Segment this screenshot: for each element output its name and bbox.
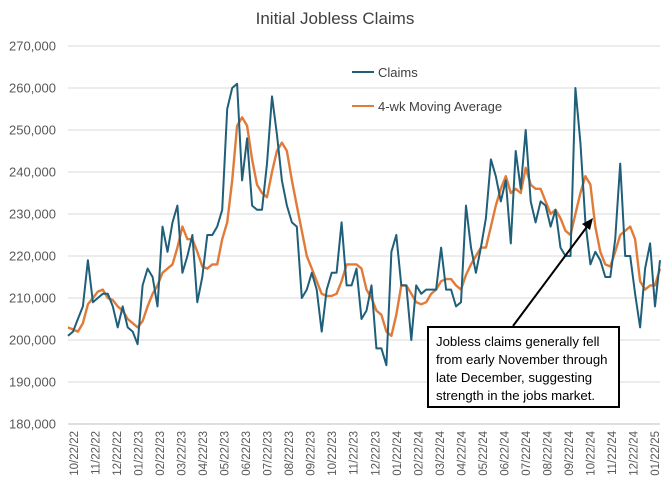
y-tick-label: 250,000	[9, 123, 56, 138]
x-tick-label: 09/22/24	[564, 430, 576, 475]
x-tick-label: 11/22/22	[91, 431, 103, 475]
y-tick-label: 190,000	[9, 375, 56, 390]
y-tick-label: 240,000	[9, 165, 56, 180]
x-axis: 10/22/22 11/22/22 12/22/22 01/22/23 02/22/23…	[69, 430, 662, 475]
series-line-moving-average	[67, 116, 662, 337]
series-lines	[67, 82, 662, 367]
x-tick-label: 08/22/23	[284, 431, 296, 476]
x-tick-label: 10/22/23	[327, 431, 339, 476]
callout-arrow-line	[512, 223, 590, 327]
x-tick-label: 06/22/24	[499, 430, 511, 475]
x-tick-label: 03/22/23	[177, 431, 189, 476]
y-tick-label: 270,000	[9, 39, 56, 54]
y-tick-label: 220,000	[9, 249, 56, 264]
x-tick-label: 05/22/24	[478, 430, 490, 475]
chart-title: Initial Jobless Claims	[256, 9, 415, 28]
x-tick-label: 01/22/25	[650, 431, 662, 476]
callout-box: Jobless claims generally fell from early…	[427, 326, 620, 408]
y-axis: 270,000 260,000 250,000 240,000 230,000 220,0…	[9, 39, 56, 432]
y-tick-label: 230,000	[9, 207, 56, 222]
y-tick-label: 260,000	[9, 81, 56, 96]
x-tick-label: 10/22/22	[69, 431, 81, 476]
x-tick-label: 10/22/24	[585, 430, 597, 475]
x-tick-label: 01/22/24	[392, 430, 404, 475]
x-tick-label: 07/22/23	[263, 431, 275, 476]
x-tick-label: 01/22/23	[134, 431, 146, 476]
x-tick-label: 08/22/24	[542, 430, 554, 475]
x-tick-label: 04/22/24	[456, 430, 468, 475]
x-tick-label: 04/22/23	[198, 431, 210, 476]
x-tick-label: 12/22/22	[112, 431, 124, 476]
x-tick-label: 06/22/23	[241, 431, 253, 476]
callout-line-4: strength in the jobs market.	[436, 388, 596, 403]
x-tick-label: 11/22/23	[349, 431, 361, 475]
x-tick-label: 11/22/24	[607, 430, 619, 475]
x-tick-label: 12/22/23	[370, 431, 382, 476]
x-tick-label: 02/22/24	[413, 430, 425, 475]
legend: Claims 4-wk Moving Average	[352, 65, 502, 114]
x-tick-label: 07/22/24	[521, 430, 533, 475]
x-tick-label: 02/22/23	[155, 431, 167, 476]
callout-arrow-head	[582, 218, 593, 230]
callout-line-2: from early November through	[436, 352, 608, 367]
y-tick-label: 200,000	[9, 333, 56, 348]
y-tick-label: 180,000	[9, 417, 56, 432]
x-tick-label: 09/22/23	[306, 431, 318, 476]
callout-line-3: late December, suggesting	[436, 370, 593, 385]
gridlines	[68, 45, 660, 425]
series-line-claims	[67, 82, 661, 367]
legend-label-moving-average: 4-wk Moving Average	[378, 99, 502, 114]
x-tick-label: 03/22/24	[435, 430, 447, 475]
legend-label-claims: Claims	[378, 65, 418, 80]
x-tick-label: 05/22/23	[220, 431, 232, 476]
x-tick-label: 12/22/24	[628, 430, 640, 475]
callout-arrow	[512, 218, 593, 327]
callout-line-1: Jobless claims generally fell	[436, 334, 600, 349]
y-tick-label: 210,000	[9, 291, 56, 306]
